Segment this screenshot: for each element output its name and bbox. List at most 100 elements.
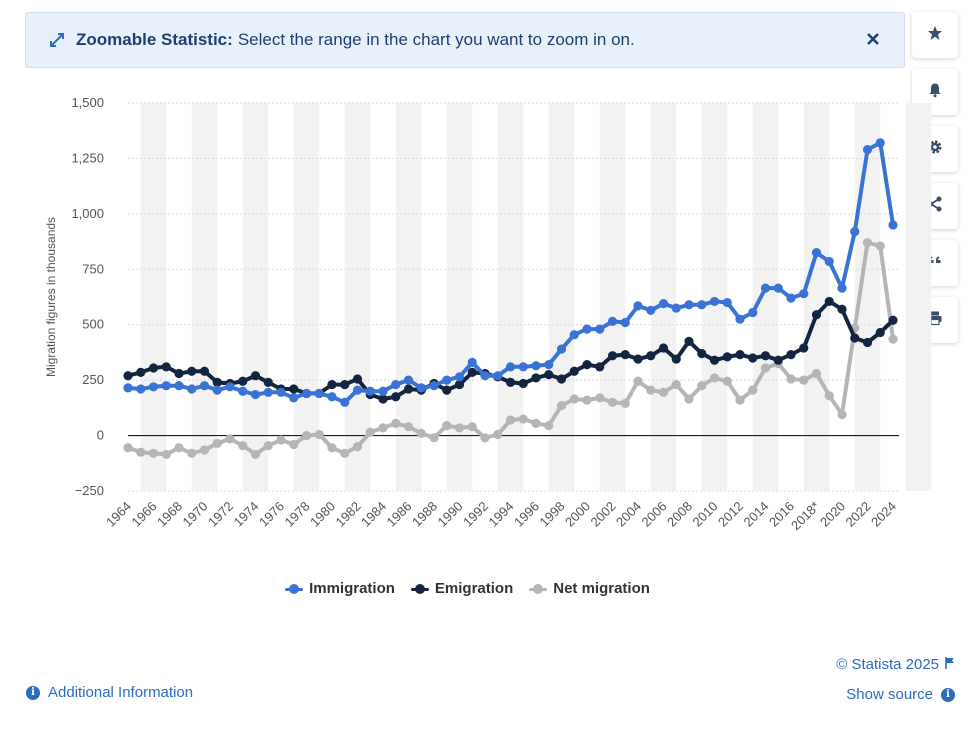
x-tick-label: 2006 (639, 499, 670, 530)
data-point-immigration (378, 386, 388, 396)
data-point-net-migration (225, 434, 235, 444)
data-point-net-migration (289, 439, 299, 450)
data-point-net-migration (174, 443, 184, 453)
plot-band (650, 103, 677, 491)
data-point-immigration (824, 256, 834, 267)
data-point-emigration (760, 351, 771, 361)
data-point-emigration (212, 377, 222, 387)
plot-band (191, 103, 218, 491)
data-point-immigration (850, 226, 860, 237)
data-point-net-migration (556, 401, 567, 411)
printer-icon (927, 310, 943, 331)
x-tick-label: 1994 (486, 499, 517, 530)
data-point-immigration (722, 297, 732, 308)
data-point-emigration (161, 362, 171, 372)
data-point-immigration (263, 387, 273, 397)
data-point-net-migration (301, 430, 312, 441)
data-point-net-migration (365, 427, 375, 437)
data-point-net-migration (888, 334, 898, 344)
data-point-immigration (161, 381, 171, 391)
y-tick-label: 1,000 (71, 206, 104, 221)
star-icon (927, 25, 943, 46)
data-point-net-migration (340, 448, 350, 458)
plot-band (140, 103, 167, 491)
data-point-immigration (365, 386, 375, 396)
data-point-emigration (148, 363, 159, 373)
data-point-net-migration (429, 433, 439, 443)
x-tick-label: 2018* (788, 499, 823, 534)
data-point-immigration (684, 300, 694, 310)
legend-item-immigration[interactable]: Immigration (285, 580, 395, 597)
data-point-immigration (607, 316, 618, 326)
data-point-net-migration (123, 443, 133, 453)
x-tick-label: 1988 (409, 499, 440, 530)
x-tick-label: 1990 (435, 499, 466, 530)
data-point-net-migration (671, 379, 681, 390)
data-point-immigration (837, 283, 847, 293)
data-point-net-migration (633, 376, 643, 386)
x-tick-label: 2024 (868, 499, 899, 530)
data-point-immigration (352, 385, 363, 395)
show-source-link[interactable]: Show source i (846, 686, 955, 703)
data-point-emigration (531, 373, 541, 383)
legend-item-emigration[interactable]: Emigration (410, 580, 513, 597)
x-tick-label: 1968 (154, 499, 185, 530)
legend-symbol-emigration (410, 583, 429, 594)
data-point-emigration (123, 371, 133, 381)
data-point-emigration (850, 333, 860, 343)
data-point-emigration (199, 366, 210, 376)
data-point-emigration (238, 376, 248, 386)
y-tick-label: 1,500 (71, 95, 104, 110)
data-point-emigration (735, 350, 745, 360)
data-point-immigration (314, 388, 324, 399)
data-point-immigration (454, 372, 465, 382)
series-immigration (123, 138, 898, 407)
data-point-immigration (760, 283, 771, 293)
data-point-net-migration (136, 447, 146, 457)
legend-item-net-migration[interactable]: Net migration (529, 580, 650, 597)
data-point-emigration (888, 315, 898, 325)
data-point-immigration (709, 296, 720, 307)
y-tick-label: 750 (82, 261, 104, 276)
data-point-emigration (250, 371, 261, 381)
migration-line-chart[interactable]: −250 0 250 500 750 1,000 1,250 1,500 Migration f… (0, 80, 935, 570)
quote-icon (927, 253, 943, 274)
x-tick-label: 2010 (690, 499, 721, 530)
legend-symbol-net-migration (529, 583, 548, 594)
data-point-immigration (136, 384, 146, 394)
data-point-immigration (505, 362, 516, 372)
info-icon: i (941, 687, 955, 702)
data-point-net-migration (786, 374, 796, 384)
banner-title: Zoomable Statistic: (76, 30, 233, 49)
data-point-immigration (212, 385, 222, 395)
x-tick-label: 1966 (129, 499, 160, 530)
copyright[interactable]: © Statista 2025 (836, 656, 955, 673)
data-point-net-migration (748, 385, 758, 395)
data-point-emigration (786, 350, 796, 360)
data-point-emigration (187, 366, 197, 376)
plot-band (293, 103, 320, 491)
data-point-net-migration (760, 363, 771, 373)
data-point-emigration (722, 352, 732, 362)
data-point-emigration (263, 377, 273, 387)
data-point-emigration (454, 379, 465, 390)
series-emigration (123, 296, 898, 404)
x-tick-label: 1984 (358, 499, 389, 530)
data-point-immigration (582, 324, 592, 334)
data-point-emigration (544, 370, 554, 380)
data-point-emigration (837, 304, 847, 314)
data-point-immigration (748, 307, 758, 318)
data-point-immigration (416, 383, 426, 393)
close-icon[interactable] (862, 28, 884, 50)
data-point-net-migration (658, 387, 669, 397)
data-point-emigration (442, 385, 452, 395)
favorite-button[interactable] (912, 12, 958, 58)
data-point-net-migration (735, 395, 745, 405)
data-point-immigration (327, 392, 337, 402)
data-point-net-migration (607, 397, 618, 407)
data-point-immigration (773, 283, 783, 293)
data-point-immigration (442, 375, 452, 385)
data-point-emigration (136, 367, 146, 377)
data-point-emigration (505, 377, 516, 387)
additional-information-link[interactable]: i Additional Information (26, 684, 193, 701)
